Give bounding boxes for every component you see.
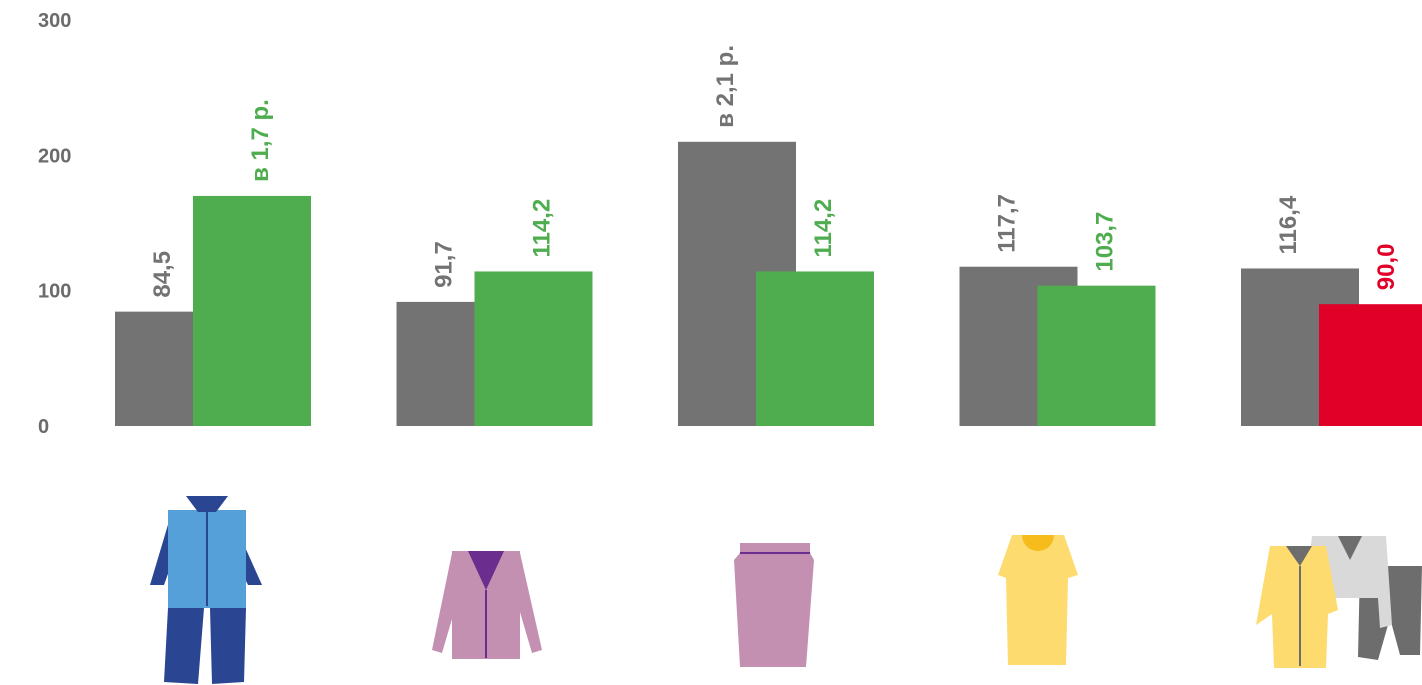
workwear-suit-icon [150,496,262,684]
women-jacket-icon [432,551,542,659]
data-label: 90,0 [1373,243,1400,290]
y-tick-label: 0 [38,416,49,438]
bar-series-2 [474,271,593,426]
y-tick-label: 100 [38,281,71,303]
y-tick-label: 300 [38,10,71,32]
bar-series-2 [756,271,874,426]
data-label: 103,7 [1092,212,1119,272]
bar-series-2 [193,195,311,426]
data-label: 117,7 [994,194,1021,253]
skirt-icon [734,543,814,667]
data-label: 91,7 [431,241,458,288]
data-label: 114,2 [810,199,837,258]
data-label: в 2,1 р. [712,45,739,128]
bar-series-2 [1037,285,1156,426]
dress-icon [998,535,1078,665]
y-tick-label: 200 [38,145,71,167]
bar-series-2 [1319,304,1422,426]
data-label: 114,2 [529,199,556,258]
bar-chart: 0 100 200 300 84,5 в 1,7 р. 91,7 114,2 в 2,1 р. 1… [38,10,1422,438]
data-label: 116,4 [1275,195,1302,254]
data-label: в 1,7 р. [247,99,274,182]
coat-and-suit-icon [1256,536,1422,668]
data-label: 84,5 [149,251,176,298]
